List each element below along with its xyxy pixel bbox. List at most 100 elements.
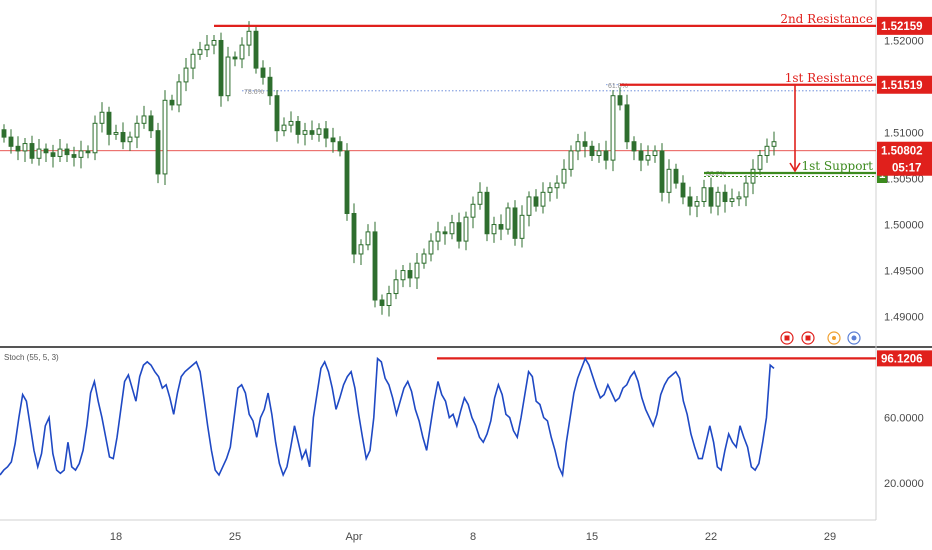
candle[interactable] [526, 191, 532, 227]
candle[interactable] [43, 143, 49, 162]
candle[interactable] [253, 25, 259, 74]
canada-flag-icon[interactable] [780, 331, 794, 345]
candle[interactable] [232, 51, 238, 67]
candle[interactable] [141, 105, 147, 129]
candle[interactable] [22, 138, 28, 162]
candle[interactable] [379, 294, 385, 315]
candle[interactable] [323, 121, 329, 148]
candle[interactable] [148, 110, 154, 139]
candle[interactable] [743, 175, 749, 207]
level-2nd-resistance[interactable]: 2nd Resistance 1.52159 [780, 12, 932, 35]
candle[interactable] [358, 239, 364, 266]
candle[interactable] [715, 186, 721, 216]
candle[interactable] [99, 102, 105, 133]
candle[interactable] [50, 144, 56, 168]
candle[interactable] [575, 133, 581, 161]
candle[interactable] [708, 177, 714, 214]
candle[interactable] [617, 87, 623, 111]
candle[interactable] [120, 122, 126, 150]
candle[interactable] [603, 140, 609, 170]
candle[interactable] [477, 182, 483, 210]
candle[interactable] [29, 135, 35, 164]
candle[interactable] [757, 149, 763, 175]
candle[interactable] [582, 131, 588, 158]
candle[interactable] [624, 94, 630, 150]
candle[interactable] [372, 221, 378, 308]
candle[interactable] [197, 41, 203, 60]
candle[interactable] [729, 188, 735, 208]
candle[interactable] [204, 34, 210, 58]
candle[interactable] [498, 214, 504, 241]
candle[interactable] [57, 138, 63, 162]
candle[interactable] [316, 123, 322, 142]
candle[interactable] [246, 21, 252, 57]
candle[interactable] [435, 221, 441, 251]
candle[interactable] [687, 186, 693, 216]
candle[interactable] [652, 145, 658, 163]
candle[interactable] [736, 191, 742, 207]
candle[interactable] [190, 48, 196, 80]
level-1st-resistance[interactable]: 1st Resistance 1.51519 [785, 71, 932, 94]
candle[interactable] [281, 117, 287, 137]
candle[interactable] [15, 136, 21, 161]
candle[interactable] [393, 269, 399, 300]
projection-arrow[interactable] [770, 83, 801, 173]
candle[interactable] [442, 226, 448, 245]
candle[interactable] [239, 37, 245, 69]
candle[interactable] [176, 74, 182, 113]
candle[interactable] [568, 145, 574, 177]
stoch-line[interactable] [0, 356, 775, 478]
candle[interactable] [659, 143, 665, 202]
candle[interactable] [155, 122, 161, 184]
candle[interactable] [400, 265, 406, 288]
candle[interactable] [183, 57, 189, 92]
candle[interactable] [589, 140, 595, 162]
candle[interactable] [764, 138, 770, 163]
candle[interactable] [309, 120, 315, 140]
candle[interactable] [428, 233, 434, 262]
candle[interactable] [554, 175, 560, 199]
candle[interactable] [330, 127, 336, 153]
candle[interactable] [722, 184, 728, 213]
candle[interactable] [680, 175, 686, 205]
candle[interactable] [1, 124, 7, 143]
candle[interactable] [694, 196, 700, 218]
candle[interactable] [260, 60, 266, 85]
candle[interactable] [134, 115, 140, 149]
candle[interactable] [470, 196, 476, 229]
candle[interactable] [519, 205, 525, 248]
candle[interactable] [407, 262, 413, 288]
candle[interactable] [638, 143, 644, 172]
candle[interactable] [456, 212, 462, 249]
candle[interactable] [211, 34, 217, 55]
candle[interactable] [106, 106, 112, 146]
candle[interactable] [533, 189, 539, 212]
current-price-badge[interactable]: 1.50802 05:17 [877, 141, 932, 176]
candle[interactable] [701, 179, 707, 208]
candle[interactable] [113, 124, 119, 140]
level-lines[interactable] [214, 24, 876, 177]
candle[interactable] [421, 248, 427, 269]
event-icons[interactable] [780, 331, 861, 345]
price-axis[interactable]: 1.520001.515001.510001.505001.500001.495… [884, 35, 924, 323]
candle[interactable] [645, 145, 651, 166]
candle[interactable] [36, 138, 42, 166]
candles[interactable] [1, 21, 777, 317]
candle[interactable] [512, 200, 518, 246]
candle[interactable] [162, 90, 168, 185]
candle[interactable] [491, 216, 497, 243]
candle[interactable] [169, 94, 175, 111]
candle[interactable] [337, 136, 343, 157]
candle[interactable] [71, 146, 77, 167]
candle[interactable] [561, 159, 567, 189]
candle[interactable] [78, 140, 84, 169]
candle[interactable] [386, 285, 392, 317]
candle[interactable] [64, 143, 70, 162]
candle[interactable] [218, 32, 224, 107]
indicator-axis[interactable]: 60.0000 20.0000 [884, 413, 924, 491]
candle[interactable] [365, 224, 371, 251]
candle[interactable] [463, 211, 469, 251]
candle[interactable] [295, 115, 301, 144]
candle[interactable] [225, 46, 231, 102]
candle[interactable] [288, 111, 294, 133]
